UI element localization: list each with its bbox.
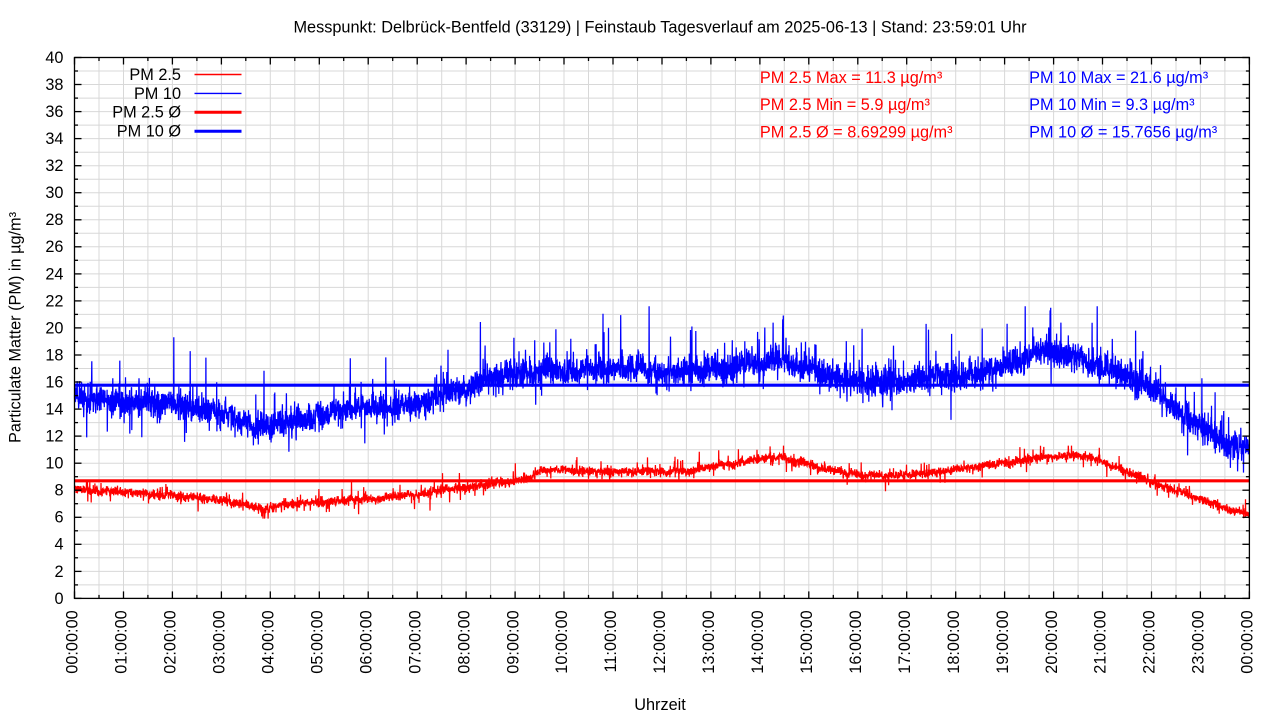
svg-text:19:00:00: 19:00:00 — [994, 610, 1012, 673]
svg-text:20: 20 — [45, 319, 63, 337]
svg-text:05:00:00: 05:00:00 — [309, 610, 327, 673]
svg-text:Messpunkt: Delbrück-Bentfeld (: Messpunkt: Delbrück-Bentfeld (33129) | F… — [293, 19, 1027, 37]
svg-text:09:00:00: 09:00:00 — [504, 610, 522, 673]
svg-text:PM 2.5 Min = 5.9 µg/m³: PM 2.5 Min = 5.9 µg/m³ — [760, 96, 931, 114]
svg-text:Uhrzeit: Uhrzeit — [634, 696, 686, 714]
svg-text:PM 2.5 Max = 11.3 µg/m³: PM 2.5 Max = 11.3 µg/m³ — [760, 69, 943, 87]
svg-text:26: 26 — [45, 238, 63, 256]
svg-text:PM 2.5 Ø: PM 2.5 Ø — [112, 104, 181, 122]
svg-text:34: 34 — [45, 130, 63, 148]
svg-text:07:00:00: 07:00:00 — [406, 610, 424, 673]
svg-text:12: 12 — [45, 428, 63, 446]
svg-text:10: 10 — [45, 455, 63, 473]
svg-text:PM 10 Ø = 15.7656 µg/m³: PM 10 Ø = 15.7656 µg/m³ — [1029, 123, 1218, 141]
svg-text:36: 36 — [45, 103, 63, 121]
svg-text:PM 10 Ø: PM 10 Ø — [117, 123, 182, 141]
svg-text:PM 10 Min = 9.3 µg/m³: PM 10 Min = 9.3 µg/m³ — [1029, 96, 1195, 114]
svg-text:10:00:00: 10:00:00 — [553, 610, 571, 673]
svg-text:14:00:00: 14:00:00 — [749, 610, 767, 673]
svg-text:00:00:00: 00:00:00 — [1239, 610, 1257, 673]
svg-text:28: 28 — [45, 211, 63, 229]
svg-text:11:00:00: 11:00:00 — [602, 610, 620, 672]
svg-text:18: 18 — [45, 346, 63, 364]
svg-text:04:00:00: 04:00:00 — [260, 610, 278, 673]
svg-text:20:00:00: 20:00:00 — [1043, 610, 1061, 673]
svg-text:32: 32 — [45, 157, 63, 175]
svg-text:PM 10 Max = 21.6 µg/m³: PM 10 Max = 21.6 µg/m³ — [1029, 69, 1209, 87]
svg-text:13:00:00: 13:00:00 — [700, 610, 718, 673]
svg-text:17:00:00: 17:00:00 — [896, 610, 914, 673]
svg-text:38: 38 — [45, 76, 63, 94]
svg-text:15:00:00: 15:00:00 — [798, 610, 816, 673]
svg-text:0: 0 — [54, 590, 63, 608]
svg-text:PM 10: PM 10 — [134, 85, 181, 103]
svg-text:4: 4 — [54, 536, 63, 554]
svg-text:22: 22 — [45, 292, 63, 310]
svg-text:01:00:00: 01:00:00 — [113, 610, 131, 673]
svg-text:PM 2.5 Ø = 8.69299 µg/m³: PM 2.5 Ø = 8.69299 µg/m³ — [760, 123, 953, 141]
svg-text:18:00:00: 18:00:00 — [945, 610, 963, 673]
svg-text:Particulate Matter (PM) in µg/: Particulate Matter (PM) in µg/m³ — [7, 211, 25, 443]
svg-text:21:00:00: 21:00:00 — [1092, 610, 1110, 673]
svg-text:23:00:00: 23:00:00 — [1190, 610, 1208, 673]
svg-text:8: 8 — [54, 482, 63, 500]
svg-text:2: 2 — [54, 563, 63, 581]
svg-text:22:00:00: 22:00:00 — [1141, 610, 1159, 673]
svg-text:30: 30 — [45, 184, 63, 202]
svg-text:08:00:00: 08:00:00 — [455, 610, 473, 673]
svg-text:06:00:00: 06:00:00 — [357, 610, 375, 673]
svg-text:02:00:00: 02:00:00 — [162, 610, 180, 673]
svg-text:16:00:00: 16:00:00 — [847, 610, 865, 673]
svg-text:24: 24 — [45, 265, 63, 283]
svg-text:6: 6 — [54, 509, 63, 527]
svg-text:16: 16 — [45, 373, 63, 391]
svg-text:40: 40 — [45, 49, 63, 67]
svg-text:14: 14 — [45, 401, 63, 419]
svg-text:12:00:00: 12:00:00 — [651, 610, 669, 673]
svg-text:03:00:00: 03:00:00 — [211, 610, 229, 673]
svg-text:PM 2.5: PM 2.5 — [129, 66, 181, 84]
svg-text:00:00:00: 00:00:00 — [64, 610, 82, 673]
